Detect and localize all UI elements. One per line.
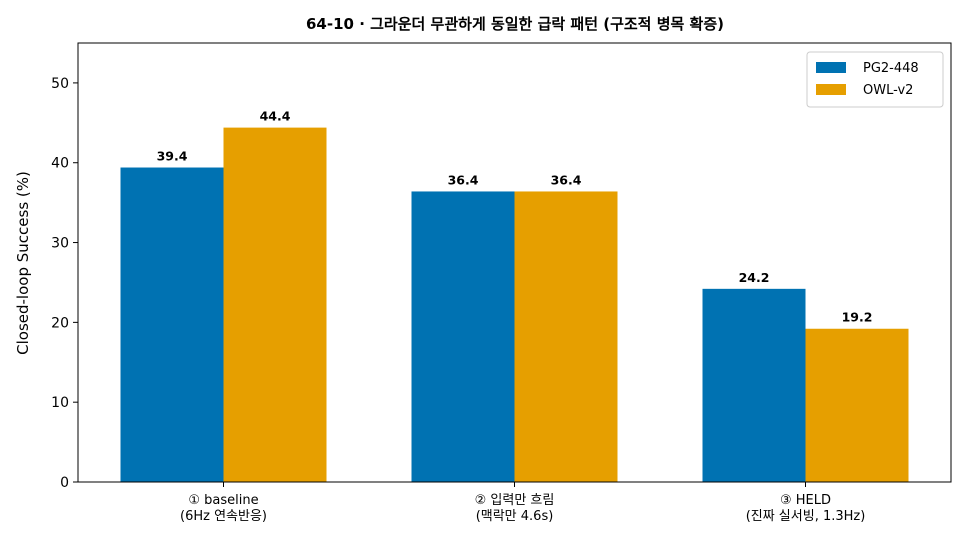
plot-area: 0 10 20 30 40 50 39.4 44.4 ① baseline(6Hz 연속반응) 3…	[51, 76, 909, 524]
data-label: 24.2	[739, 270, 770, 285]
bar-owl-v2	[223, 127, 327, 482]
y-tick-label: 40	[51, 156, 69, 172]
x-tick-label: (맥락만 4.6s)	[476, 509, 554, 524]
y-tick-label: 0	[60, 475, 69, 491]
x-tick-label: ① baseline	[188, 493, 258, 508]
data-label: 39.4	[157, 149, 188, 164]
y-tick-label: 30	[51, 236, 69, 252]
data-label: 36.4	[448, 172, 479, 187]
legend-swatch	[816, 84, 846, 95]
legend-label: PG2-448	[863, 61, 919, 76]
x-tick-label: ③ HELD	[780, 493, 831, 508]
x-tick-label: (6Hz 연속반응)	[180, 509, 267, 524]
bar-pg2-448	[411, 191, 515, 482]
bar-pg2-448	[120, 167, 224, 482]
y-tick-label: 50	[51, 76, 69, 92]
bar-owl-v2	[805, 328, 909, 482]
chart-title: 64-10 · 그라운더 무관하게 동일한 급락 패턴 (구조적 병목 확증)	[306, 15, 724, 33]
legend-label: OWL-v2	[863, 83, 913, 98]
data-label: 36.4	[551, 172, 582, 187]
data-label: 19.2	[842, 310, 873, 325]
plot-frame	[77, 42, 952, 483]
x-tick-label: (진짜 실서빙, 1.3Hz)	[746, 509, 866, 524]
data-label: 44.4	[260, 109, 291, 124]
y-tick-label: 10	[51, 395, 69, 411]
legend: PG2-448 OWL-v2	[806, 51, 944, 108]
legend-swatch	[816, 62, 846, 73]
y-tick-label: 20	[51, 315, 69, 331]
bar-pg2-448	[702, 288, 806, 482]
y-axis-label: Closed-loop Success (%)	[14, 171, 32, 355]
x-tick-label: ② 입력만 흐림	[475, 493, 555, 508]
bar-owl-v2	[514, 191, 618, 482]
